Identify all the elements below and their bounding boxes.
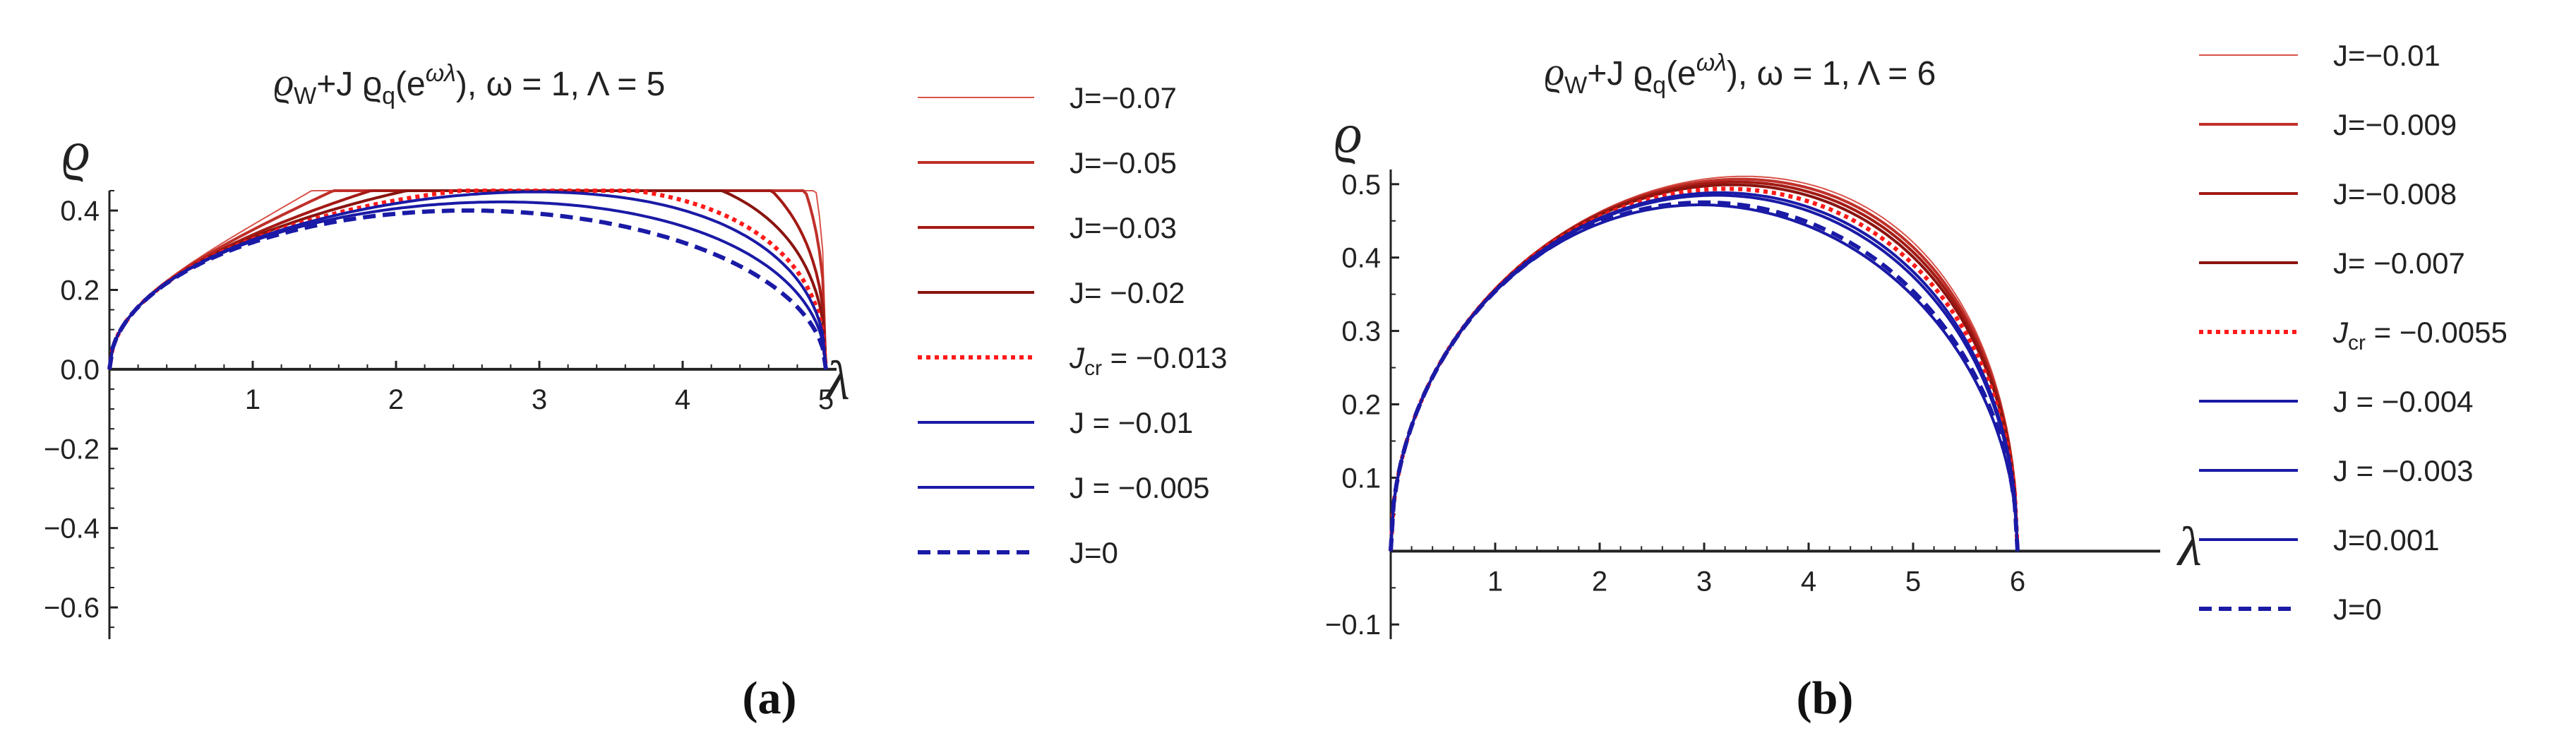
legend-label: J = −0.004 <box>2333 385 2474 418</box>
x-tick-label: 4 <box>675 384 690 415</box>
y-tick-label: 0.2 <box>1341 390 1381 421</box>
legend-label: J=−0.05 <box>1070 146 1177 179</box>
x-tick-label: 4 <box>1801 566 1816 597</box>
y-tick-label: 0.4 <box>60 196 100 227</box>
y-tick-label: 0.1 <box>1341 463 1381 494</box>
y-tick-label: 0.0 <box>60 355 100 386</box>
legend: J=−0.07 J=−0.05 J=−0.03 J= −0.02 Jcr = −0.01… <box>918 81 1228 569</box>
y-axis-label: ϱ <box>62 120 90 182</box>
x-tick-label: 1 <box>245 384 260 415</box>
series-line <box>107 208 828 370</box>
legend-label: J = −0.01 <box>1070 406 1193 439</box>
y-axis-label: ϱ <box>1334 102 1362 164</box>
legend-label: Jcr = −0.013 <box>1069 341 1228 380</box>
series-line <box>1389 194 2019 552</box>
legend-label: J = −0.005 <box>1070 471 1210 504</box>
chart-panel-b: 0.5 0.4 0.3 0.2 0.1 −0.1 1 2 3 4 5 6 ϱ λ ϱW+J ϱq(eωλ),… <box>1325 39 2508 724</box>
series-line <box>109 190 827 370</box>
chart-panel-a: 0.4 0.2 0.0 −0.2 −0.4 −0.6 1 2 3 4 5 ϱ λ ϱW+J ϱq(eωλ)… <box>44 60 1227 724</box>
chart-title: ϱW+J ϱq(eωλ), ω = 1, Λ = 5 <box>274 60 666 109</box>
x-tick-label: 3 <box>1696 566 1712 597</box>
series-line <box>1389 180 2019 552</box>
x-tick-label: 6 <box>2010 566 2025 597</box>
legend: J=−0.01 J=−0.009 J=−0.008 J= −0.007 Jcr = −0… <box>2199 39 2508 626</box>
legend-label: J= −0.02 <box>1070 276 1185 309</box>
legend-label: J=−0.03 <box>1070 211 1177 244</box>
x-axis-label: λ <box>825 350 850 411</box>
series-line <box>1389 177 2019 552</box>
chart-title: ϱW+J ϱq(eωλ), ω = 1, Λ = 6 <box>1545 49 1936 99</box>
legend-label: J= −0.007 <box>2333 246 2465 280</box>
legend-label: J=−0.009 <box>2333 108 2457 141</box>
series-line <box>1389 191 2019 552</box>
subfigure-label: (a) <box>743 672 797 724</box>
series-line <box>108 189 827 370</box>
y-tick-label: −0.4 <box>44 513 100 545</box>
y-tick-label: 0.4 <box>1341 243 1381 274</box>
series-line <box>107 189 828 370</box>
x-tick-label: 3 <box>532 384 547 415</box>
series-line <box>108 200 827 370</box>
y-tick-label: 0.3 <box>1341 316 1381 347</box>
x-tick-label: 1 <box>1487 566 1503 597</box>
legend-label: J=−0.01 <box>2333 39 2440 72</box>
legend-label: J=0 <box>1070 536 1118 569</box>
y-tick-label: 0.5 <box>1341 170 1381 201</box>
subfigure-label: (b) <box>1797 672 1854 724</box>
series-line <box>108 190 827 370</box>
x-axis-label: λ <box>2176 516 2202 577</box>
y-tick-label: −0.1 <box>1325 610 1381 641</box>
legend-label: J=0.001 <box>2333 523 2440 557</box>
series-line <box>1390 175 2018 552</box>
legend-label: J=−0.07 <box>1070 81 1177 114</box>
y-tick-label: −0.2 <box>44 434 100 465</box>
legend-label: J=0 <box>2333 593 2382 626</box>
series-line <box>1389 183 2019 552</box>
series-line <box>1389 186 2020 552</box>
series-line <box>108 189 827 370</box>
legend-label: J=−0.008 <box>2333 177 2457 210</box>
x-tick-label: 2 <box>1592 566 1607 597</box>
series-line <box>1389 200 2020 552</box>
series-line <box>108 189 827 370</box>
x-tick-label: 2 <box>388 384 404 415</box>
x-tick-label: 5 <box>818 384 834 415</box>
legend-label: Jcr = −0.0055 <box>2332 316 2508 355</box>
y-tick-label: −0.6 <box>44 593 100 624</box>
y-tick-label: 0.2 <box>60 275 100 306</box>
x-tick-label: 5 <box>1905 566 1921 597</box>
legend-label: J = −0.003 <box>2333 454 2474 487</box>
